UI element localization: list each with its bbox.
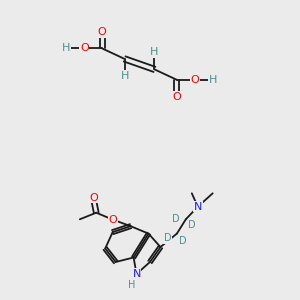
- Text: N: N: [194, 202, 202, 212]
- Text: N: N: [132, 269, 141, 279]
- Text: H: H: [208, 75, 217, 85]
- Text: O: O: [98, 27, 106, 37]
- Text: O: O: [80, 44, 89, 53]
- Text: O: O: [190, 75, 199, 85]
- Text: H: H: [62, 44, 70, 53]
- Text: D: D: [179, 236, 187, 246]
- Text: O: O: [89, 193, 98, 203]
- Text: H: H: [150, 47, 159, 57]
- Text: O: O: [172, 92, 181, 102]
- Text: O: O: [108, 214, 117, 225]
- Text: D: D: [188, 220, 196, 230]
- Text: H: H: [128, 280, 136, 290]
- Text: D: D: [164, 233, 171, 243]
- Text: H: H: [120, 71, 129, 81]
- Text: D: D: [172, 214, 180, 224]
